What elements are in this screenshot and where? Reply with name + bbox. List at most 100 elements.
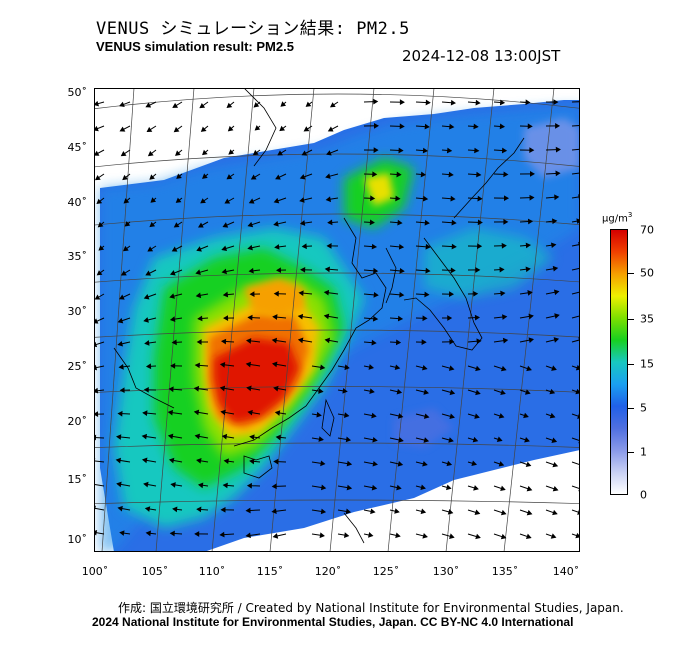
wind-arrow-head [324, 337, 331, 344]
wind-arrow-head [196, 506, 202, 513]
wind-arrow-head [499, 266, 505, 273]
wind-arrow-head [150, 197, 157, 203]
wind-arrow-head [529, 194, 535, 201]
wind-arrow-head [422, 195, 429, 202]
wind-arrow-head [115, 457, 122, 464]
lon-label-100: 100˚ [81, 565, 109, 578]
wind-arrow-head [448, 171, 454, 178]
wind-arrow-head [147, 246, 154, 252]
wind-arrow [94, 460, 105, 463]
wind-arrow-head [424, 123, 430, 130]
wind-arrow-head [472, 436, 479, 443]
wind-arrow-head [396, 171, 402, 178]
wind-arrow-head [273, 197, 280, 204]
wind-arrow-head [421, 364, 428, 371]
wind-arrow-head [502, 337, 509, 344]
wind-arrow-head [227, 125, 234, 132]
wind-arrow-head [473, 290, 479, 297]
colorbar-tick-15: 15 [640, 357, 654, 371]
graticule [94, 88, 580, 552]
wind-arrow-head [305, 101, 312, 107]
wind-arrow-head [221, 268, 227, 275]
wind-arrow-head [369, 388, 375, 394]
wind-arrow-head [142, 457, 148, 464]
wind-arrow-head [280, 101, 287, 107]
wind-arrow-head [96, 270, 103, 276]
wind-arrow-head [473, 485, 479, 491]
wind-arrow-head [524, 389, 531, 395]
wind-arrow-head [221, 433, 228, 440]
wind-arrow-head [176, 173, 182, 179]
wind-arrow-head [94, 411, 99, 417]
wind-arrow-head [553, 337, 560, 343]
wind-arrow-head [325, 173, 331, 179]
wind-arrow-head [525, 461, 532, 467]
wind-arrow-head [346, 460, 353, 467]
wind-arrow-head [276, 267, 282, 274]
wind-arrow-head [500, 485, 506, 492]
wind-arrow-head [223, 458, 229, 465]
wind-arrow-head [97, 221, 104, 228]
wind-arrow-head [553, 289, 560, 296]
wind-arrow-head [527, 290, 533, 296]
wind-arrow-head [420, 171, 427, 178]
wind-arrow [571, 196, 580, 199]
wind-arrow-head [498, 461, 505, 467]
wind-arrow-head [168, 386, 174, 393]
wind-vectors [94, 98, 580, 540]
wind-arrow-head [195, 269, 201, 276]
wind-arrow-head [345, 508, 352, 515]
wind-arrow-head [116, 481, 122, 488]
wind-arrow-head [226, 174, 233, 180]
wind-arrow-head [527, 218, 534, 225]
wind-arrow-head [253, 102, 260, 108]
wind-arrow-head [247, 221, 254, 228]
wind-arrow [94, 436, 105, 439]
wind-arrow [571, 291, 580, 295]
lat-label-50: 50˚ [67, 86, 88, 99]
wind-arrow-head [245, 338, 252, 344]
wind-arrow-head [94, 175, 101, 181]
wind-arrow [571, 461, 580, 466]
wind-arrow-head [198, 222, 204, 228]
wind-arrow-head [343, 532, 350, 538]
wind-arrow-head [222, 291, 229, 298]
wind-arrow-head [275, 174, 281, 180]
wind-arrow-head [196, 339, 202, 345]
colorbar-tick-1: 1 [640, 445, 647, 459]
wind-arrow-head [552, 486, 559, 492]
wind-arrow-head [475, 267, 481, 273]
wind-arrow-head [475, 389, 481, 396]
wind-arrow-head [175, 197, 182, 203]
wind-arrow [94, 507, 105, 511]
wind-arrow-head [399, 268, 405, 274]
wind-arrow-head [477, 195, 483, 202]
wind-arrow-head [551, 437, 558, 443]
wind-arrow-head [170, 482, 176, 488]
wind-arrow-head [420, 484, 426, 490]
wind-arrow-head [249, 458, 255, 465]
wind-arrow-head [525, 266, 531, 273]
wind-arrow-head [447, 509, 454, 515]
wind-arrow [571, 437, 580, 442]
wind-arrow-head [396, 388, 403, 395]
wind-arrow-head [549, 388, 556, 395]
colorbar [610, 229, 628, 495]
credit-line: 作成: 国立環境研究所 / Created by National Instit… [118, 601, 624, 615]
wind-arrow-head [297, 313, 304, 320]
wind-arrow-head [498, 413, 505, 419]
wind-arrow-head [420, 508, 427, 515]
wind-arrow-head [504, 195, 510, 202]
wind-arrow [571, 485, 580, 490]
pm25-map [94, 88, 580, 552]
wind-arrow-head [397, 413, 404, 419]
wind-arrow-head [499, 99, 506, 106]
colorbar-tick-70: 70 [640, 223, 654, 237]
wind-arrow-head [502, 314, 508, 320]
wind-arrow-head [143, 294, 150, 300]
wind-arrow-head [119, 387, 125, 394]
wind-arrow-head [342, 387, 348, 394]
wind-arrow-head [373, 292, 379, 298]
wind-arrow-head [118, 294, 125, 300]
wind-arrow-head [371, 412, 377, 419]
